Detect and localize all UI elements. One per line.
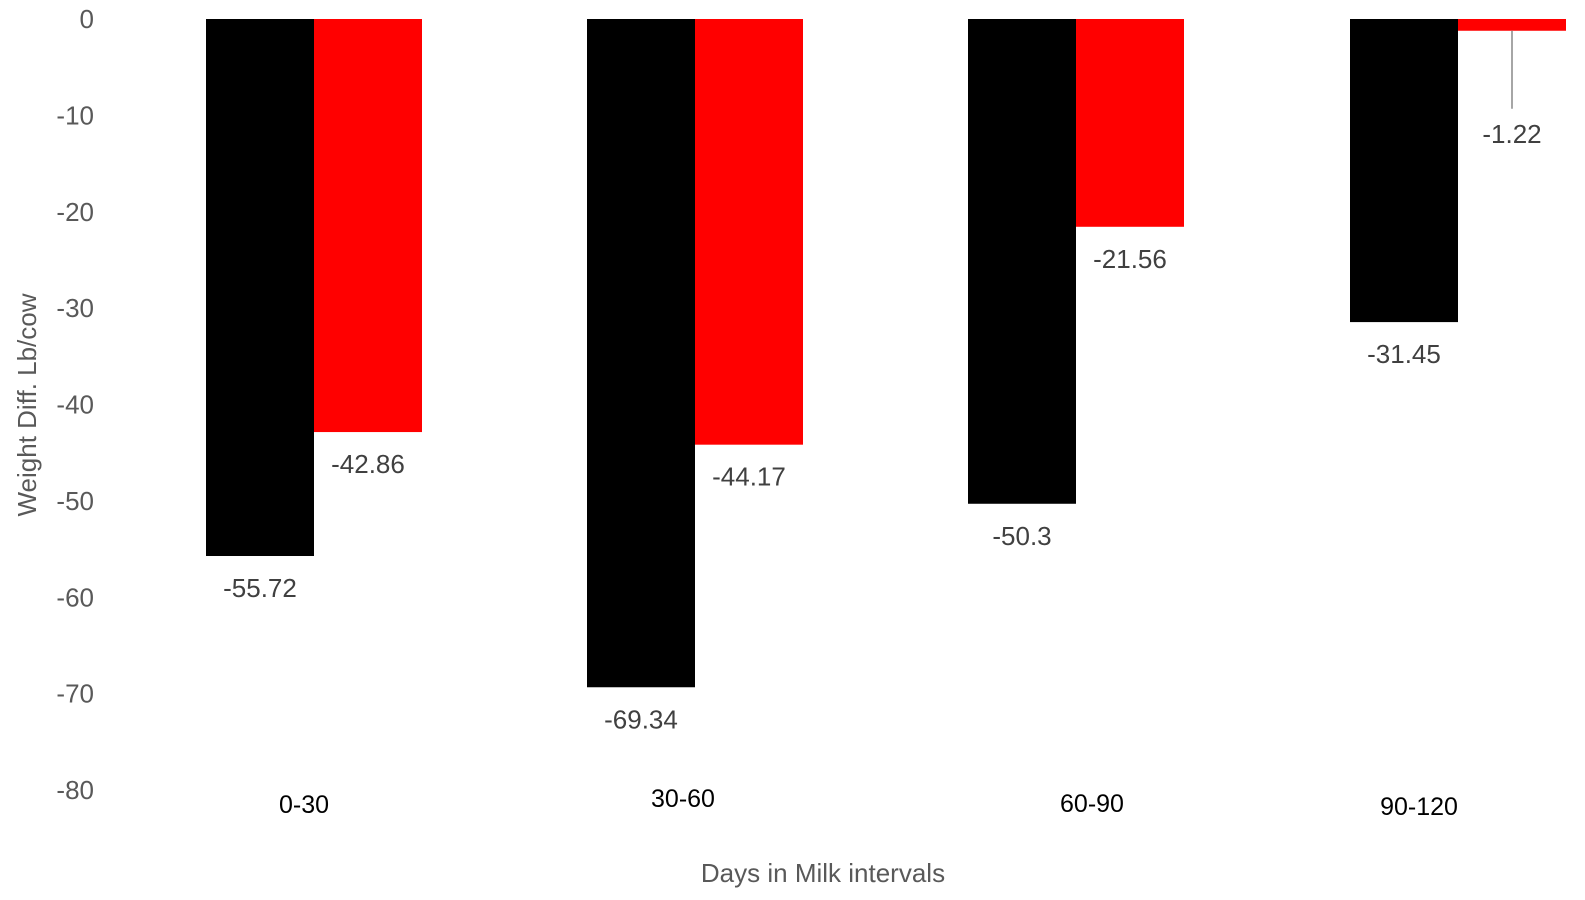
bars — [206, 19, 1566, 688]
data-label: -42.86 — [331, 449, 405, 479]
y-tick-label: -60 — [56, 582, 94, 612]
bar — [968, 19, 1076, 504]
y-tick-label: -40 — [56, 390, 94, 420]
bar — [1458, 19, 1566, 31]
bar — [587, 19, 695, 688]
y-axis-title: Weight Diff. Lb/cow — [12, 293, 42, 516]
y-tick-label: -20 — [56, 197, 94, 227]
bar — [1350, 19, 1458, 323]
data-label: -21.56 — [1093, 244, 1167, 274]
data-labels: -55.72 -69.34 -50.3 -31.45 -42.86 -44.17 -21.5… — [223, 30, 1542, 734]
bar — [314, 19, 422, 433]
y-tick-label: -30 — [56, 293, 94, 323]
y-tick-label: -70 — [56, 679, 94, 709]
bar — [206, 19, 314, 557]
bar — [695, 19, 803, 445]
y-axis-ticks: 0 -10 -20 -30 -40 -50 -60 -70 -80 — [56, 4, 94, 805]
y-tick-label: -80 — [56, 775, 94, 805]
bar — [1076, 19, 1184, 227]
x-axis-title: Days in Milk intervals — [701, 858, 945, 888]
data-label: -44.17 — [712, 462, 786, 492]
x-axis-categories: 0-30 30-60 60-90 90-120 — [279, 785, 1458, 821]
data-label: -50.3 — [992, 521, 1051, 551]
data-label: -55.72 — [223, 573, 297, 603]
x-category-label: 30-60 — [651, 785, 715, 813]
x-category-label: 90-120 — [1380, 793, 1458, 821]
x-category-label: 0-30 — [279, 791, 329, 819]
y-tick-label: -10 — [56, 100, 94, 130]
data-label: -1.22 — [1482, 119, 1541, 149]
data-label: -69.34 — [604, 704, 678, 734]
data-label: -31.45 — [1367, 339, 1441, 369]
y-tick-label: -50 — [56, 486, 94, 516]
x-category-label: 60-90 — [1060, 790, 1124, 818]
y-tick-label: 0 — [80, 4, 94, 34]
